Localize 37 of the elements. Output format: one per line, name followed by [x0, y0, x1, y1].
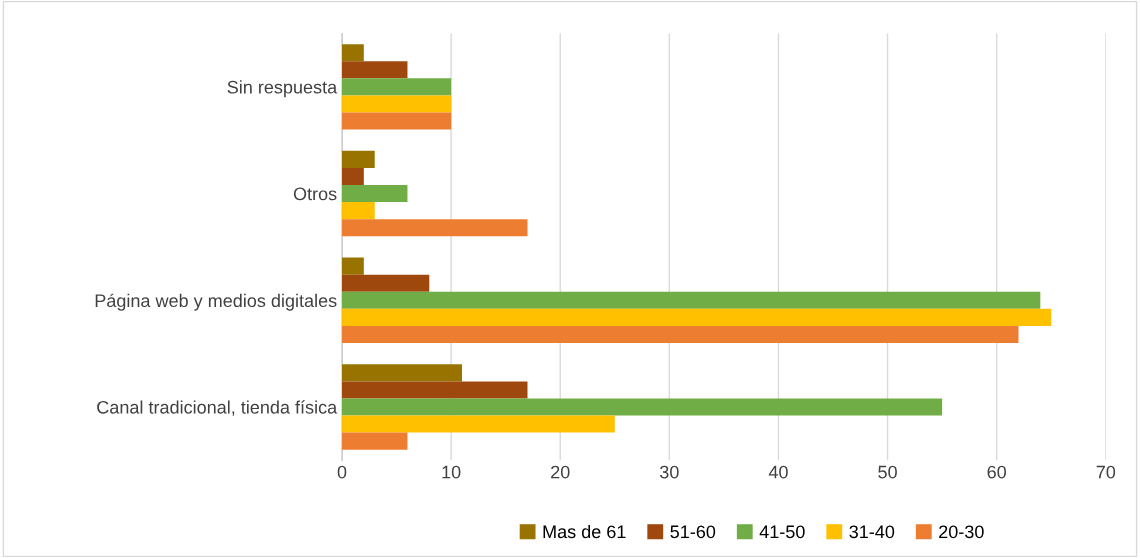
bar [342, 185, 408, 203]
x-tick-label: 10 [442, 465, 461, 479]
y-tick-label: Página web y medios digitales [95, 293, 337, 311]
x-tick-label: 40 [768, 465, 788, 479]
bar [342, 150, 375, 168]
bar [342, 78, 452, 96]
x-tick-label: 50 [878, 465, 897, 479]
bar [342, 202, 375, 220]
x-tick-label: 20 [551, 465, 570, 479]
legend-label: Mas de 61 [543, 524, 626, 539]
x-tick-label: 30 [659, 465, 679, 479]
bar [342, 381, 528, 399]
bar [342, 257, 364, 275]
y-tick-label: Otros [293, 187, 337, 201]
bar [342, 364, 463, 382]
bar [342, 308, 1052, 326]
bar [342, 95, 452, 113]
bar [342, 61, 408, 79]
bar [342, 44, 364, 62]
y-tick-label: Sin respuesta [227, 80, 338, 98]
bar [342, 432, 408, 450]
bar [342, 325, 1019, 343]
x-tick-label: 60 [987, 465, 1007, 479]
bar [342, 219, 528, 237]
legend-label: 20-30 [939, 525, 984, 539]
bar [342, 415, 615, 433]
x-tick-label: 0 [337, 465, 347, 479]
y-tick-label: Canal tradicional, tienda física [97, 400, 338, 416]
bar [342, 398, 943, 416]
x-tick-label: 70 [1096, 465, 1116, 479]
bar [342, 167, 364, 186]
legend-label: 41-50 [759, 525, 805, 539]
bar [342, 274, 430, 292]
bar [342, 291, 1041, 309]
bar [342, 112, 452, 130]
legend-label: 31-40 [849, 525, 895, 539]
legend-label: 51-60 [670, 525, 716, 539]
